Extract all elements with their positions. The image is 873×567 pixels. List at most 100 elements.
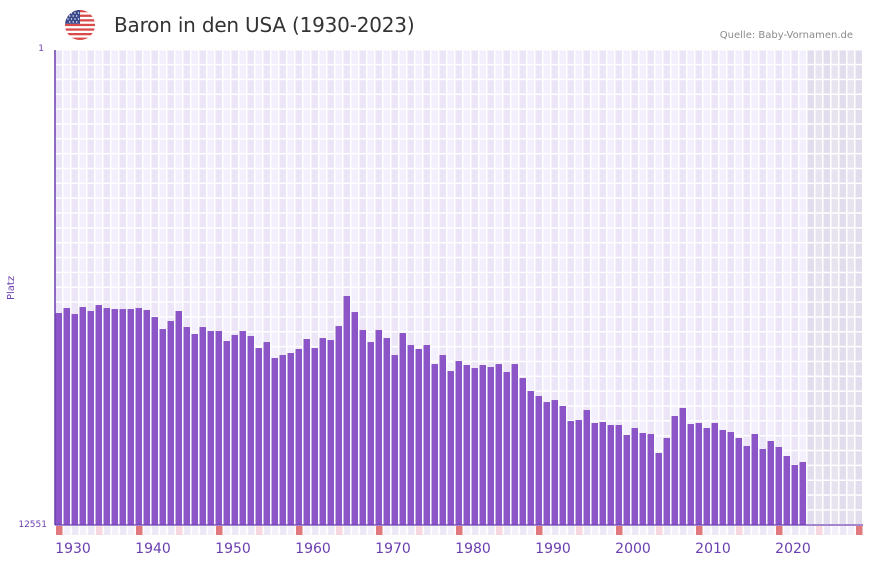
bar [111,309,118,525]
bar [631,427,638,525]
bar [431,364,438,525]
y-tick-top: 1 [38,44,44,54]
bar [663,437,670,525]
bar [591,422,598,525]
decade-marker [456,526,463,535]
y-tick-bottom: 12551 [18,520,47,530]
bar [743,446,750,525]
bar [367,342,374,525]
x-tick-label: 1980 [455,541,491,557]
bar [455,361,462,525]
bar [719,430,726,525]
bar [95,305,102,525]
bar [687,424,694,525]
bar [703,427,710,525]
bar [735,437,742,525]
bar [647,434,654,525]
bar [335,326,342,525]
bar [439,355,446,525]
bar [199,327,206,525]
bar [343,296,350,525]
bar [319,338,326,525]
bar [287,353,294,525]
bar [359,330,366,525]
bar [575,420,582,525]
decade-marker [616,526,623,535]
bar [143,310,150,525]
bar [327,340,334,525]
usa-flag-icon [65,10,95,40]
bar [583,410,590,525]
bar [63,308,70,525]
x-tick-label: 1940 [135,541,171,557]
bar [79,307,86,525]
bar [239,331,246,525]
decade-marker [536,526,543,535]
bar [751,434,758,525]
bar [607,425,614,525]
bar [255,348,262,525]
bar [487,367,494,525]
bar [791,465,798,525]
bar [263,342,270,525]
bar [407,345,414,525]
bar [615,425,622,525]
bar [127,309,134,525]
bar [135,308,142,525]
bar [623,434,630,525]
bar [415,349,422,525]
bar [567,421,574,525]
x-tick-label: 1990 [535,541,571,557]
bar [783,456,790,525]
bar [767,441,774,525]
bar [183,327,190,525]
bar [679,408,686,525]
bar [759,449,766,525]
bar [119,309,126,525]
bar [103,308,110,525]
bar [87,311,94,525]
bar [639,432,646,525]
decade-marker [56,526,63,535]
decade-marker [376,526,383,535]
bar [167,321,174,525]
bar [223,341,230,525]
bar [463,365,470,525]
bar [207,331,214,525]
bar [295,349,302,525]
bar [655,453,662,525]
bar [71,314,78,525]
bar [503,372,510,525]
bar [519,378,526,525]
decade-marker [856,526,863,535]
bar [271,358,278,525]
bar [559,406,566,525]
x-tick-label: 1950 [215,541,251,557]
bar [799,462,806,525]
bar [671,415,678,525]
x-tick-label: 2020 [775,541,811,557]
bar [191,334,198,525]
bar [383,338,390,525]
bar [527,391,534,525]
bar [479,365,486,525]
bar [351,312,358,525]
chart-title: Baron in den USA (1930-2023) [114,13,415,37]
decade-marker [136,526,143,535]
bar [231,335,238,525]
bar [599,422,606,525]
bar [727,432,734,525]
bar [551,400,558,525]
x-tick-label: 1930 [55,541,91,557]
bar [311,348,318,525]
bar [151,317,158,525]
bar [471,368,478,525]
bar [159,329,166,525]
x-tick-label: 2010 [695,541,731,557]
bar [511,364,518,525]
bar [303,339,310,525]
decade-marker [296,526,303,535]
bar [399,333,406,525]
bar [495,364,502,525]
